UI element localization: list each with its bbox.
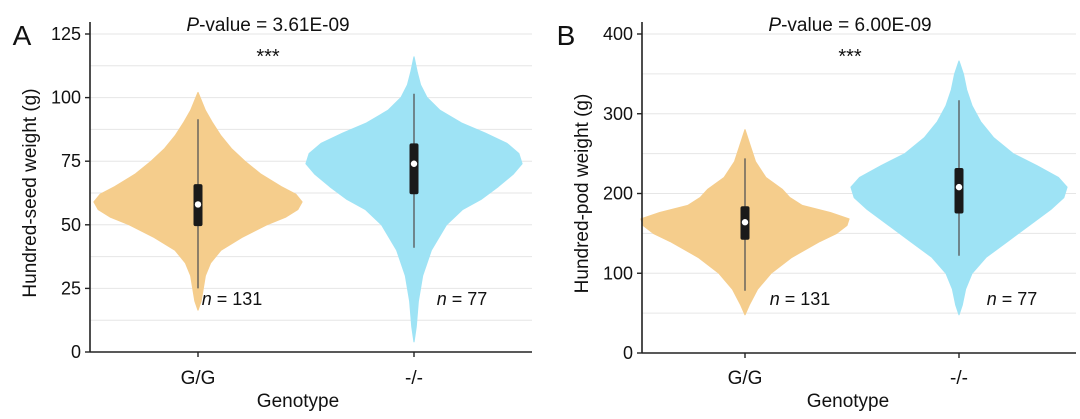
x-tick-label: G/G (181, 368, 216, 389)
p-value-text: P-value = 6.00E-09 (768, 15, 931, 36)
panel-letter: B (557, 20, 576, 51)
y-axis-title: Hundred-seed weight (g) (20, 88, 41, 297)
iqr-box (409, 143, 419, 195)
y-tick-label: 50 (61, 215, 81, 235)
p-value-number: -value = 6.00E-09 (781, 15, 932, 36)
median-point (741, 219, 749, 226)
n-label-value: = 131 (212, 289, 263, 309)
n-label: n = 77 (437, 289, 488, 309)
significance-stars: *** (256, 46, 280, 68)
n-label-symbol: n (202, 289, 212, 309)
n-label: n = 131 (202, 289, 263, 309)
y-tick-label: 75 (61, 151, 81, 171)
significance-stars: *** (838, 46, 862, 68)
y-tick-label: 125 (51, 24, 81, 44)
y-tick-label: 100 (51, 88, 81, 108)
p-value-text: P-value = 3.61E-09 (186, 15, 349, 36)
y-tick-label: 200 (603, 184, 633, 204)
x-tick-label: -/- (405, 368, 423, 389)
p-value-symbol: P (186, 15, 199, 36)
x-tick-label: G/G (728, 368, 763, 389)
y-tick-label: 400 (603, 24, 633, 44)
n-label-value: = 77 (997, 289, 1038, 309)
y-tick-label: 300 (603, 104, 633, 124)
y-tick-label: 100 (603, 263, 633, 283)
panel-a: n = 131 G/G n = 77 -/- 0 25 50 75 100 125 Genotype… (13, 15, 532, 412)
y-axis-title: Hundred-pod weight (g) (572, 94, 593, 294)
y-tick-label: 0 (71, 342, 81, 362)
n-label: n = 77 (987, 289, 1038, 309)
y-tick-label: 25 (61, 278, 81, 298)
p-value-number: -value = 3.61E-09 (199, 15, 350, 36)
n-label-symbol: n (987, 289, 997, 309)
panel-b: n = 131 G/G n = 77 -/- 0 100 200 300 400 Genotype… (557, 15, 1076, 412)
n-label-value: = 77 (447, 289, 488, 309)
p-value-symbol: P (768, 15, 781, 36)
n-label-symbol: n (770, 289, 780, 309)
n-label-value: = 131 (780, 289, 831, 309)
x-axis-title: Genotype (807, 391, 889, 412)
iqr-box (954, 167, 964, 214)
median-point (410, 160, 418, 167)
x-axis-title: Genotype (257, 391, 339, 412)
x-tick-label: -/- (950, 368, 968, 389)
panel-letter: A (13, 20, 32, 51)
median-point (955, 183, 963, 191)
n-label: n = 131 (770, 289, 831, 309)
n-label-symbol: n (437, 289, 447, 309)
y-tick-label: 0 (623, 343, 633, 363)
median-point (194, 201, 202, 208)
